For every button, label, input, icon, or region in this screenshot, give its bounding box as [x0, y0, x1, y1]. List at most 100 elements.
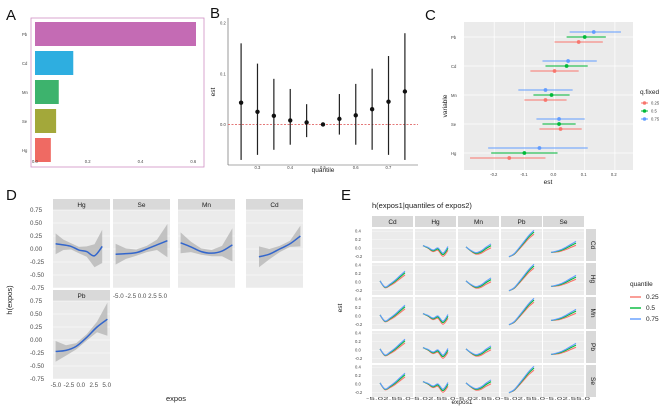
panel-d-y-tick: -0.50	[30, 272, 45, 279]
panel-a-category-label: Se	[22, 119, 28, 124]
panel-c-legend-label: 0.25	[651, 101, 660, 106]
panel-e-legend-title: quantile	[630, 281, 653, 288]
panel-e-y-tick: 0.4	[355, 297, 361, 302]
panel-d-facet-label: Se	[138, 202, 146, 209]
panel-e-cell-bg	[543, 263, 584, 295]
panel-b-point	[271, 113, 277, 119]
panel-d-facet-label: Mn	[202, 202, 211, 209]
panel-e-y-tick: 0.2	[355, 373, 361, 378]
panel-a-x-tick: 0.0	[32, 159, 38, 164]
panel-d-x-label: expos	[166, 394, 186, 403]
panel-e-cell-bg	[458, 331, 499, 363]
panel-e-curve-q2	[508, 229, 535, 258]
panel-d-y-tick: 0.25	[30, 233, 43, 240]
panel-c-point	[564, 64, 569, 68]
panel-b-x-tick: 0.4	[287, 165, 293, 170]
panel-a-category-label: Cd	[22, 61, 28, 66]
panel-letter-c: C	[425, 7, 436, 24]
panel-c-legend-key	[642, 101, 647, 105]
panel-d-facet-strip	[53, 199, 110, 210]
panel-c-point	[557, 122, 561, 126]
panel-e-curve-q2	[550, 240, 577, 254]
panel-letter-b: B	[210, 5, 220, 22]
panel-d-facet-label: Cd	[270, 202, 279, 209]
panel-e-curve-q2	[379, 270, 406, 288]
panel-d-x-ticks-row1: -5.0 -2.5 0.0 2.5 5.0	[113, 293, 168, 300]
panel-d-confidence-band	[259, 225, 301, 268]
panel-e-column-label: Cd	[388, 219, 397, 226]
panel-e-row-label: Se	[589, 377, 596, 385]
panel-c-legend: q.fixed 0.25 0.5 0.75	[640, 89, 660, 122]
panel-d-confidence-band	[55, 229, 103, 268]
panel-b-point	[353, 113, 358, 118]
panel-d-smooth-line	[115, 239, 168, 255]
panel-e-y-tick: 0.4	[355, 229, 361, 234]
panel-d-confidence-band	[180, 228, 233, 262]
panel-d-x-tick: -5.0	[51, 382, 62, 389]
panel-e-y-tick: 0.0	[355, 348, 361, 353]
panel-e-cell-bg	[372, 229, 413, 261]
panel-c-x-label: est	[544, 179, 553, 186]
panel-e-row-label: Mn	[589, 308, 596, 317]
panel-letter-e: E	[341, 187, 351, 204]
panel-e-y-tick: -0.2	[355, 390, 363, 395]
panel-e-row-label: Cd	[589, 241, 596, 250]
panel-e-cell-bg	[543, 331, 584, 363]
panel-b-point	[402, 89, 408, 94]
panel-d-facet-label: Pb	[78, 293, 86, 300]
panel-e-curve-q2	[465, 277, 492, 288]
panel-e-y-tick: 0.2	[355, 271, 361, 276]
panel-c-legend-title: q.fixed	[640, 89, 660, 96]
panel-e-column-strip	[458, 216, 499, 227]
bar-se	[35, 109, 57, 133]
panel-e: h(expos1|quantiles of expos2) Cd Hg Mn Pb Se…	[337, 201, 659, 406]
panel-e-curve-q2	[379, 372, 406, 390]
panel-d-confidence-band	[55, 302, 108, 362]
panel-e-column-strip	[543, 216, 584, 227]
panel-c-y-label: variable	[442, 94, 449, 117]
panel-b-x-tick: 0.3	[254, 165, 260, 170]
panel-e-cell-bg	[458, 365, 499, 397]
panel-c-legend-label: 0.75	[651, 117, 660, 122]
panel-d-x-tick: 0.0	[77, 382, 86, 389]
panel-e-curve-q2	[465, 345, 492, 356]
panel-e-row-strip	[586, 297, 596, 329]
panel-d-facet-strip	[113, 199, 170, 210]
panel-d-facet-strip	[246, 199, 303, 210]
panel-c-point	[543, 88, 548, 92]
panel-e-cell-bg	[458, 229, 499, 261]
panel-e-legend: quantile 0.25 0.5 0.75	[630, 281, 659, 323]
panel-e-row-strip	[586, 331, 596, 363]
panel-e-y-tick: 0.2	[355, 339, 361, 344]
panel-c-plot-bg	[464, 22, 633, 170]
panel-e-y-tick: -0.2	[355, 254, 363, 259]
panel-c-x-tick: -0.1	[520, 172, 528, 177]
panel-e-row-label: Pb	[589, 343, 596, 351]
panel-b-point	[304, 120, 309, 125]
panel-b-x-label: quantile	[312, 167, 335, 174]
panel-e-y-tick: 0.0	[355, 246, 361, 251]
panel-e-column-label: Hg	[431, 219, 440, 226]
panel-e-legend-label: 0.25	[646, 294, 659, 301]
panel-e-legend-label: 0.75	[646, 316, 659, 323]
panel-e-y-tick: -0.2	[355, 322, 363, 327]
panel-d-y-tick: -0.75	[30, 285, 45, 292]
panel-e-row-strip	[586, 229, 596, 261]
panel-c-point	[591, 30, 596, 34]
panel-d-facet-strip	[53, 290, 110, 301]
panel-a-x-tick: 0.6	[190, 159, 196, 164]
panel-e-y-tick: 0.0	[355, 382, 361, 387]
panel-b-x-tick: 0.5	[320, 165, 326, 170]
panel-e-y-tick: 0.2	[355, 305, 361, 310]
panel-e-legend-label: 0.5	[646, 305, 655, 312]
panel-e-cell-bg	[415, 365, 456, 397]
panel-d-confidence-band	[115, 224, 168, 265]
panel-d-y-tick: 0.75	[30, 207, 43, 214]
panel-c-point	[557, 117, 561, 121]
panel-e-row-strip	[586, 263, 596, 295]
panel-d-y-tick: -0.25	[30, 350, 45, 357]
panel-e-y-tick: -0.2	[355, 356, 363, 361]
panel-e-cell-bg	[543, 365, 584, 397]
panel-d-y-tick: 0.75	[30, 298, 43, 305]
